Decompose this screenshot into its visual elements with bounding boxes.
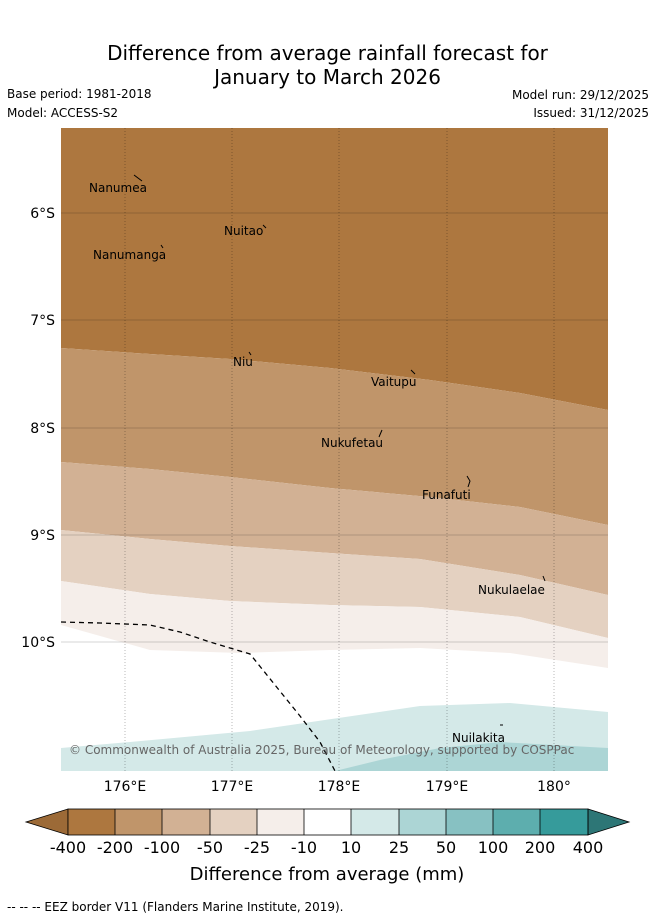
colorbar-tick: 25 (389, 838, 409, 857)
island-outlines (133, 174, 546, 726)
lat-label: 10°S (21, 635, 55, 651)
colorbar-over-arrow (587, 808, 631, 836)
place-label-nuilakita: Nuilakita (452, 731, 505, 745)
colorbar-swatch (540, 809, 588, 835)
colorbar-swatch (210, 809, 257, 835)
lon-label: 177°E (211, 779, 254, 795)
contour-band-200-100-drier (61, 348, 608, 525)
colorbar-tick: -200 (97, 838, 133, 857)
colorbar-under-arrow (24, 808, 69, 836)
graticule (124, 128, 555, 771)
colorbar-tick: 200 (525, 838, 556, 857)
colorbar-tick: 100 (478, 838, 509, 857)
place-label-vaitupu: Vaitupu (371, 375, 417, 389)
contour-band-400-200-drier (61, 128, 608, 410)
colorbar-tick: -10 (291, 838, 317, 857)
lat-label: 8°S (30, 421, 55, 437)
latitude-lines (61, 212, 608, 643)
lon-label: 176°E (104, 779, 147, 795)
longitude-tick-labels: 176°E 177°E 178°E 179°E 180° (104, 779, 571, 795)
colorbar-frame (67, 808, 589, 836)
colorbar-tick-labels: -400 -200 -100 -50 -25 -10 10 25 50 100 … (50, 838, 603, 857)
contour-band-50-25-drier (61, 530, 608, 638)
lon-label: 178°E (318, 779, 361, 795)
place-label-nanumea: Nanumea (89, 181, 147, 195)
colorbar-tick: -50 (197, 838, 223, 857)
latitude-tick-labels: 6°S 7°S 8°S 9°S 10°S (21, 206, 55, 651)
map-title-line1: Difference from average rainfall forecas… (107, 41, 548, 65)
place-label-nukufetau: Nukufetau (321, 436, 383, 450)
colorbar-tick: -400 (50, 838, 86, 857)
map-title-line2: January to March 2026 (214, 65, 441, 89)
place-label-niu: Niu (233, 355, 253, 369)
colorbar-tick: -100 (144, 838, 180, 857)
contour-band-100-50-drier (61, 462, 608, 595)
colorbar-legend: -400 -200 -100 -50 -25 -10 10 25 50 100 … (24, 808, 631, 885)
colorbar-swatch (399, 809, 446, 835)
model-run-date: Model run: 29/12/2025 (511, 88, 649, 102)
contour-band-25-50-wetter (335, 742, 608, 771)
colorbar-tick: -25 (244, 838, 270, 857)
colorbar-tick: 10 (341, 838, 361, 857)
lon-label: 179°E (426, 779, 469, 795)
colorbar-dividers (114, 809, 541, 835)
place-label-nukulaelae: Nukulaelae (478, 583, 545, 597)
lat-label: 7°S (30, 313, 55, 329)
lon-label: 180° (537, 779, 571, 795)
colorbar-tick: 400 (573, 838, 604, 857)
place-label-funafuti: Funafuti (422, 488, 471, 502)
eez-footnote: -- -- -- EEZ border V11 (Flanders Marine… (7, 900, 344, 914)
colorbar-swatch (446, 809, 493, 835)
copyright-notice: © Commonwealth of Australia 2025, Bureau… (69, 743, 574, 757)
colorbar-swatch (351, 809, 399, 835)
colorbar-swatch (162, 809, 210, 835)
colorbar-swatch (115, 809, 162, 835)
rainfall-contours: Nanumea Nuitao Nanumanga Niu Vaitupu Nuk… (61, 128, 608, 771)
colorbar-swatch (257, 809, 304, 835)
lat-label: 6°S (30, 206, 55, 222)
contour-band-25-10-drier (61, 581, 608, 668)
colorbar-swatch (493, 809, 540, 835)
colorbar-swatch (68, 809, 115, 835)
base-period: Base period: 1981-2018 (7, 87, 152, 101)
model-name: Model: ACCESS-S2 (7, 106, 119, 120)
colorbar-tick: 50 (436, 838, 456, 857)
place-label-nanumanga: Nanumanga (93, 248, 166, 262)
eez-border (61, 621, 336, 771)
lat-label: 9°S (30, 528, 55, 544)
place-labels: Nanumea Nuitao Nanumanga Niu Vaitupu Nuk… (89, 181, 545, 745)
place-label-nuitao: Nuitao (224, 224, 263, 238)
colorbar-title: Difference from average (mm) (190, 864, 465, 885)
colorbar-swatch (304, 809, 351, 835)
issued-date: Issued: 31/12/2025 (533, 106, 649, 120)
